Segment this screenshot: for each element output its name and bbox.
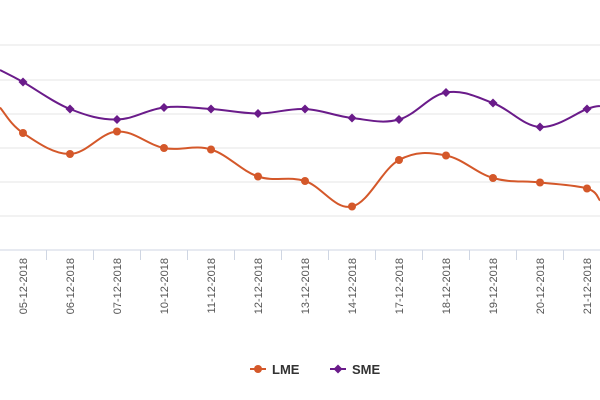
data-point[interactable] xyxy=(19,129,27,137)
data-point[interactable] xyxy=(583,184,591,193)
legend-swatch-marker xyxy=(254,365,262,373)
data-point[interactable] xyxy=(348,202,356,211)
data-point[interactable] xyxy=(301,177,309,185)
series-sme xyxy=(0,69,600,132)
data-point[interactable] xyxy=(441,88,451,97)
data-point[interactable] xyxy=(582,104,592,114)
series-line-lme xyxy=(0,106,600,208)
x-tick-label: 11-12-2018 xyxy=(206,258,218,313)
legend-item-sme[interactable]: SME xyxy=(330,362,381,377)
data-point[interactable] xyxy=(394,115,404,124)
data-point[interactable] xyxy=(347,113,357,123)
data-point[interactable] xyxy=(112,115,122,124)
legend-label: SME xyxy=(352,362,381,377)
x-tick-label: 10-12-2018 xyxy=(159,258,171,314)
data-point[interactable] xyxy=(536,178,544,187)
data-point[interactable] xyxy=(442,151,450,160)
x-tick-label: 13-12-2018 xyxy=(300,258,312,314)
series-lme xyxy=(0,106,600,211)
data-point[interactable] xyxy=(489,174,497,182)
x-tick-label: 05-12-2018 xyxy=(18,258,30,314)
grid-lines xyxy=(0,44,600,217)
series-layer xyxy=(0,69,600,211)
data-point[interactable] xyxy=(300,104,310,114)
x-tick-label: 19-12-2018 xyxy=(488,258,500,314)
data-point[interactable] xyxy=(207,145,215,154)
x-tick-label: 18-12-2018 xyxy=(441,258,453,314)
data-point[interactable] xyxy=(113,127,121,136)
data-point[interactable] xyxy=(159,103,169,112)
x-tick-label: 17-12-2018 xyxy=(394,258,406,314)
data-point[interactable] xyxy=(253,109,263,118)
data-point[interactable] xyxy=(18,77,28,87)
legend-swatch-marker xyxy=(333,364,343,374)
x-axis: 05-12-2018 06-12-2018 07-12-2018 10-12-2018… xyxy=(0,249,600,314)
x-tick-label: 06-12-2018 xyxy=(65,258,77,314)
data-point[interactable] xyxy=(254,172,262,181)
x-tick-label: 21-12-2018 xyxy=(582,258,594,314)
data-point[interactable] xyxy=(395,156,403,164)
data-point[interactable] xyxy=(206,104,216,114)
x-tick-label: 07-12-2018 xyxy=(112,258,124,314)
x-tick-label: 20-12-2018 xyxy=(535,258,547,314)
data-point[interactable] xyxy=(160,144,168,152)
series-line-sme xyxy=(0,69,600,129)
legend-item-lme[interactable]: LME xyxy=(250,362,300,377)
x-tick-label: 12-12-2018 xyxy=(253,258,265,314)
data-point[interactable] xyxy=(488,98,498,108)
x-tick-label: 14-12-2018 xyxy=(347,258,359,314)
data-point[interactable] xyxy=(66,150,74,158)
legend-label: LME xyxy=(272,362,300,377)
legend[interactable]: LME SME xyxy=(250,362,381,377)
data-point[interactable] xyxy=(535,122,545,132)
data-point[interactable] xyxy=(65,104,75,114)
